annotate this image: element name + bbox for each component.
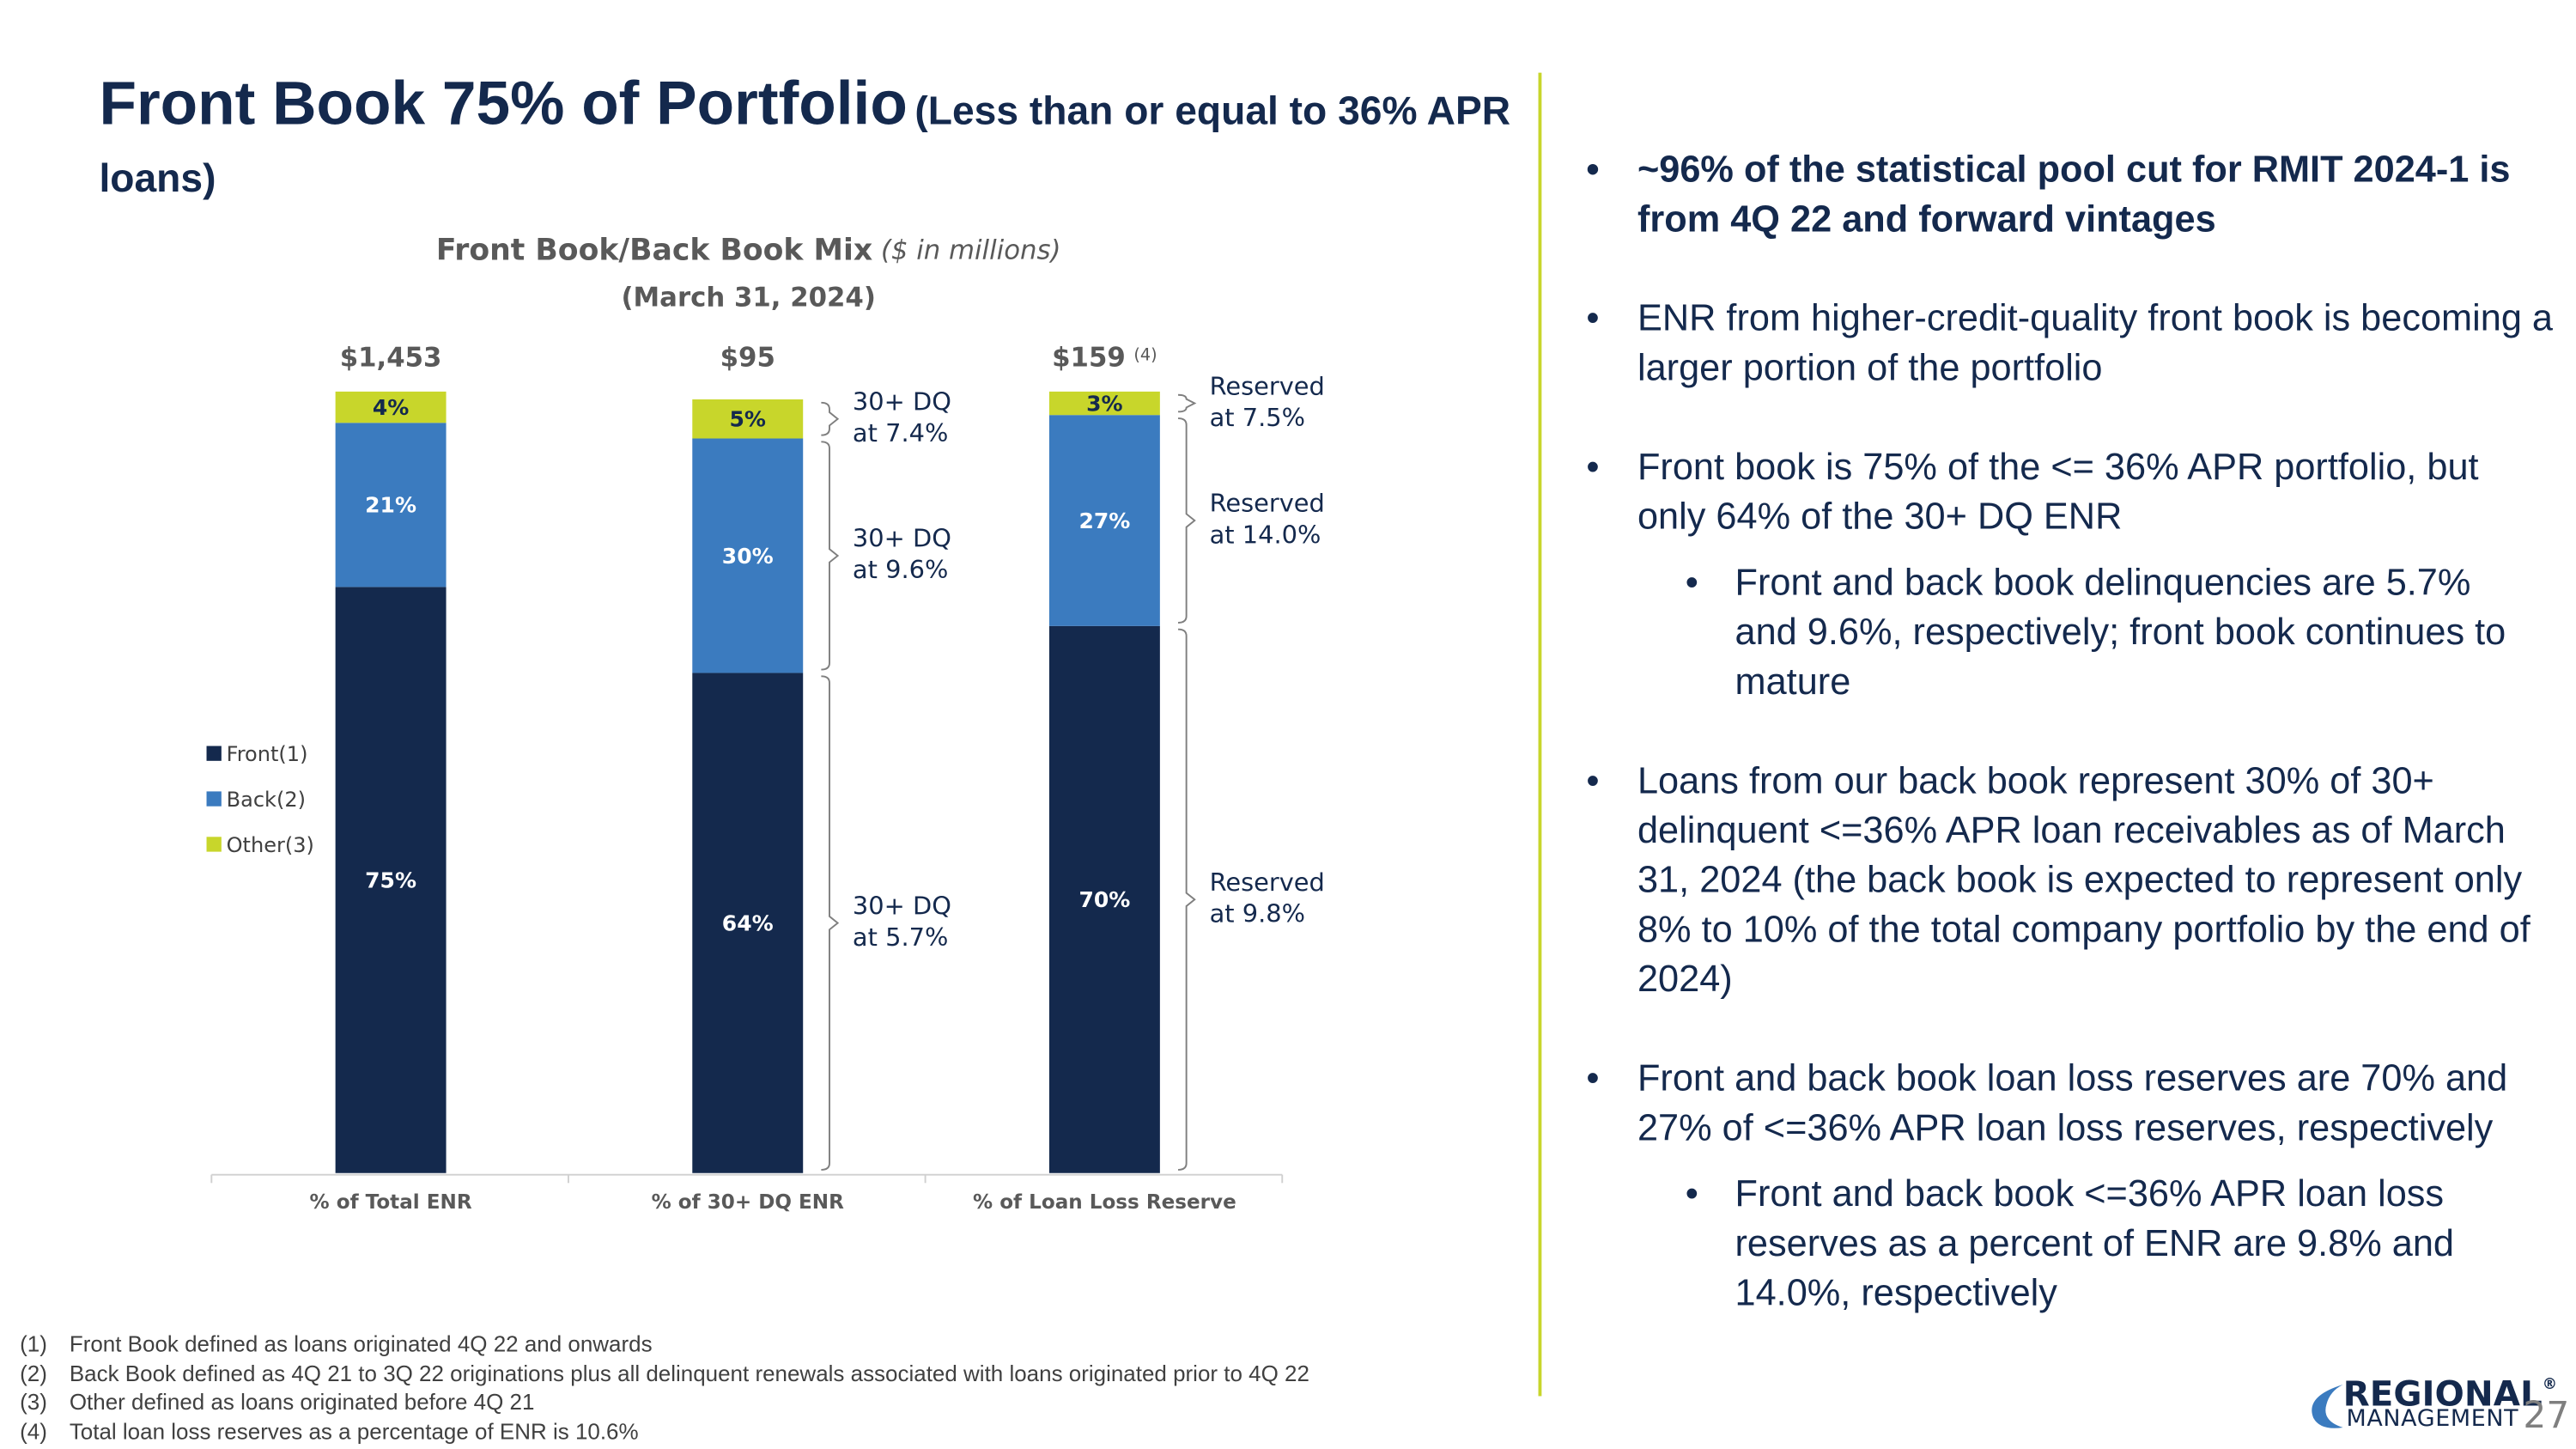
bullet: ~96% of the statistical pool cut for RMI…	[1586, 145, 2555, 244]
footnote-text: Front Book defined as loans originated 4…	[69, 1331, 653, 1357]
annotation-line: 30+ DQ	[853, 387, 951, 416]
total-value: $1,453	[340, 342, 442, 373]
bullet: Front and back book <=36% APR loan loss …	[1586, 1170, 2528, 1318]
footnote: (2) Back Book defined as 4Q 21 to 3Q 22 o…	[20, 1360, 1309, 1389]
footnote: (4) Total loan loss reserves as a percent…	[20, 1418, 1309, 1447]
logo: REGIONAL® MANAGEMENT 27	[2312, 1373, 2569, 1436]
bracket	[1177, 628, 1196, 1171]
total-label: $159 (4)	[1052, 342, 1157, 373]
chart-title: Front Book/Back Book Mix ($ in millions)	[436, 233, 1061, 267]
value-label: 21%	[365, 493, 416, 518]
logo-swoosh	[2312, 1384, 2343, 1428]
bar-segment	[335, 391, 447, 423]
bullet: ENR from higher-credit-quality front boo…	[1586, 294, 2555, 393]
bar-segment	[1048, 415, 1160, 626]
bar-segment	[1048, 625, 1160, 1173]
bullet: Front book is 75% of the <= 36% APR port…	[1586, 443, 2555, 542]
legend-swatch	[206, 791, 222, 807]
footnote: (3) Other defined as loans originated bef…	[20, 1389, 1309, 1418]
chart-subtitle: (March 31, 2024)	[621, 283, 875, 314]
logo-line2: MANAGEMENT	[2347, 1405, 2519, 1432]
footnote: (1) Front Book defined as loans originate…	[20, 1330, 1309, 1359]
annotation-line: 30+ DQ	[853, 891, 951, 920]
annotation-line: at 7.4%	[853, 418, 948, 447]
bracket	[821, 401, 840, 436]
footnote-number: (3)	[20, 1390, 47, 1416]
bar-segment	[692, 673, 804, 1173]
bar-segment	[335, 587, 447, 1173]
value-label: 70%	[1078, 887, 1130, 912]
footnote-number: (2)	[20, 1361, 47, 1386]
annotation-line: at 9.6%	[853, 555, 948, 584]
bracket	[1177, 417, 1196, 624]
bar-segment	[1048, 391, 1160, 416]
bracket	[1178, 393, 1197, 413]
bar-segment	[692, 438, 804, 673]
annotation-line: at 7.5%	[1210, 403, 1305, 432]
value-label: 75%	[365, 868, 416, 892]
value-label: 64%	[722, 911, 774, 936]
value-label: 5%	[730, 407, 766, 432]
annotation-line: Reserved	[1210, 489, 1325, 518]
bar-segment	[335, 423, 447, 588]
footnote-text: Total loan loss reserves as a percentage…	[69, 1419, 639, 1445]
bullet: Front and back book delinquencies are 5.…	[1586, 558, 2528, 707]
legend-label: Other(3)	[227, 833, 314, 857]
legend-label: Front(1)	[227, 742, 308, 766]
logo-word: REGIONAL	[2343, 1373, 2543, 1414]
bullet: Front and back book loan loss reserves a…	[1586, 1054, 2555, 1153]
annotation-line: Reserved	[1210, 371, 1325, 400]
chart-title-note: ($ in millions)	[881, 234, 1061, 265]
total-label: $95	[720, 342, 775, 373]
annotation-line: at 5.7%	[853, 922, 948, 952]
logo-line1: REGIONAL®	[2343, 1373, 2557, 1414]
chart-title-main: Front Book/Back Book Mix	[436, 233, 872, 267]
footnote-text: Back Book defined as 4Q 21 to 3Q 22 orig…	[69, 1361, 1309, 1386]
slide-title: Front Book 75% of Portfolio (Less than o…	[99, 69, 1520, 216]
x-tick-label: % of 30+ DQ ENR	[652, 1191, 845, 1214]
bullet: Loans from our back book represent 30% o…	[1586, 757, 2555, 1005]
annotation-line: 30+ DQ	[853, 524, 951, 553]
footnote-text: Other defined as loans originated before…	[69, 1390, 535, 1416]
annotation-line: Reserved	[1210, 868, 1325, 897]
page-number: 27	[2523, 1394, 2569, 1436]
value-label: 27%	[1078, 508, 1130, 533]
legend-swatch	[206, 837, 222, 852]
bullet-list: ~96% of the statistical pool cut for RMI…	[1586, 145, 2561, 1318]
value-label: 3%	[1086, 391, 1122, 416]
footnote-number: (4)	[20, 1419, 47, 1445]
annotation-line: at 9.8%	[1210, 899, 1305, 928]
bar-segment	[692, 399, 804, 439]
x-tick-label: % of Loan Loss Reserve	[973, 1191, 1236, 1214]
bracket	[821, 675, 840, 1171]
value-label: 4%	[373, 395, 409, 420]
footnotes: (1) Front Book defined as loans originate…	[20, 1330, 1309, 1446]
divider	[1538, 72, 1542, 1397]
logo-mark: ®	[2543, 1376, 2557, 1393]
x-tick-label: % of Total ENR	[310, 1191, 472, 1214]
title-main: Front Book 75% of Portfolio	[99, 69, 908, 137]
legend-swatch	[206, 746, 222, 761]
title-suffix: (Less than or equal to 36% APR loans)	[99, 88, 1511, 202]
footnote-number: (1)	[20, 1331, 47, 1357]
annotation-line: at 14.0%	[1210, 520, 1321, 549]
bracket	[821, 441, 840, 671]
total-value: $95	[720, 342, 775, 373]
total-note: (4)	[1133, 344, 1157, 364]
total-value: $159	[1052, 342, 1126, 373]
value-label: 30%	[722, 544, 774, 569]
legend-label: Back(2)	[227, 788, 306, 812]
total-label: $1,453	[340, 342, 442, 373]
